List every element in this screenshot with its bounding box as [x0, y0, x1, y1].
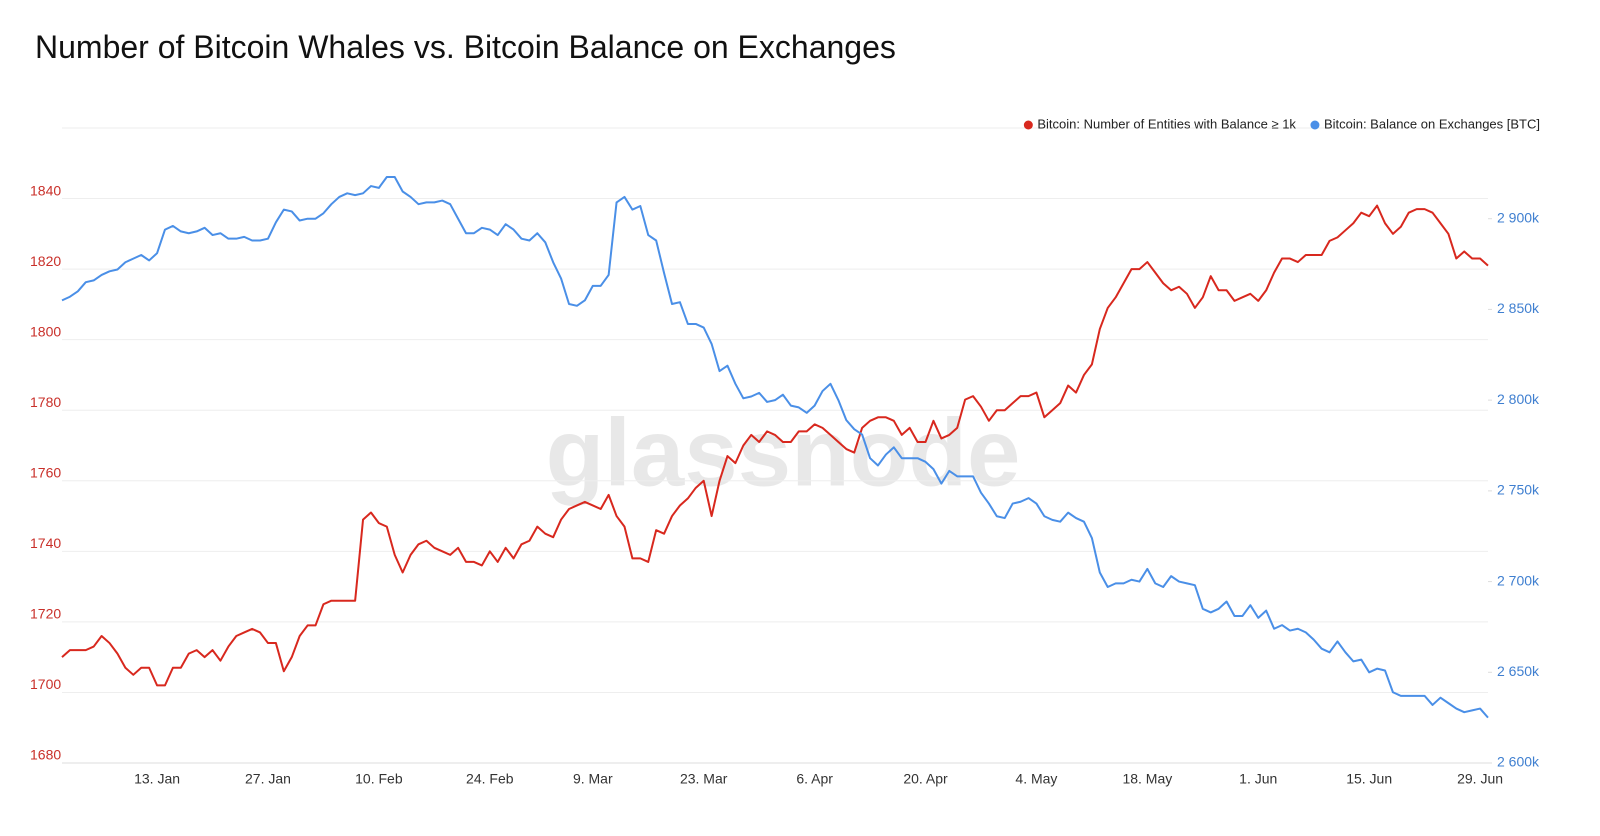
series-line [61, 175, 1489, 719]
y2-tick-label: 2 700k [1497, 572, 1540, 588]
y2-tick-label: 2 600k [1497, 754, 1540, 770]
x-tick-label: 20. Apr [903, 771, 948, 787]
x-tick-label: 4. May [1015, 771, 1057, 787]
series-line [61, 204, 1489, 687]
y-tick-label: 1780 [30, 394, 61, 410]
chart-title: Number of Bitcoin Whales vs. Bitcoin Bal… [35, 29, 896, 65]
y-tick-label: 1800 [30, 323, 61, 339]
y-tick-label: 1820 [30, 253, 61, 269]
legend-swatch [1310, 120, 1320, 130]
watermark: glassnode [546, 399, 1021, 506]
x-tick-label: 18. May [1122, 771, 1172, 787]
x-tick-label: 13. Jan [134, 771, 180, 787]
y-tick-label: 1760 [30, 464, 61, 480]
y2-tick-label: 2 750k [1497, 482, 1540, 498]
legend-item: Bitcoin: Number of Entities with Balance… [1023, 116, 1296, 131]
x-tick-label: 29. Jun [1457, 771, 1503, 787]
x-tick-label: 24. Feb [466, 771, 514, 787]
x-tick-label: 27. Jan [245, 771, 291, 787]
y2-tick-label: 2 800k [1497, 391, 1540, 407]
x-tick-label: 1. Jun [1239, 771, 1277, 787]
legend-label: Bitcoin: Balance on Exchanges [BTC] [1324, 116, 1540, 131]
y2-tick-label: 2 650k [1497, 663, 1540, 679]
y-tick-label: 1840 [30, 182, 61, 198]
y-tick-label: 1720 [30, 606, 61, 622]
x-tick-label: 23. Mar [680, 771, 728, 787]
legend-label: Bitcoin: Number of Entities with Balance… [1037, 116, 1296, 131]
x-tick-label: 15. Jun [1346, 771, 1392, 787]
x-tick-label: 9. Mar [573, 771, 613, 787]
y-tick-label: 1700 [30, 676, 61, 692]
legend-swatch [1023, 120, 1033, 130]
y2-tick-label: 2 850k [1497, 300, 1540, 316]
y2-tick-label: 2 900k [1497, 209, 1540, 225]
x-tick-label: 10. Feb [355, 771, 403, 787]
x-tick-label: 6. Apr [796, 771, 833, 787]
y-tick-label: 1740 [30, 535, 61, 551]
legend-item: Bitcoin: Balance on Exchanges [BTC] [1310, 116, 1540, 131]
y-tick-label: 1680 [30, 747, 61, 763]
